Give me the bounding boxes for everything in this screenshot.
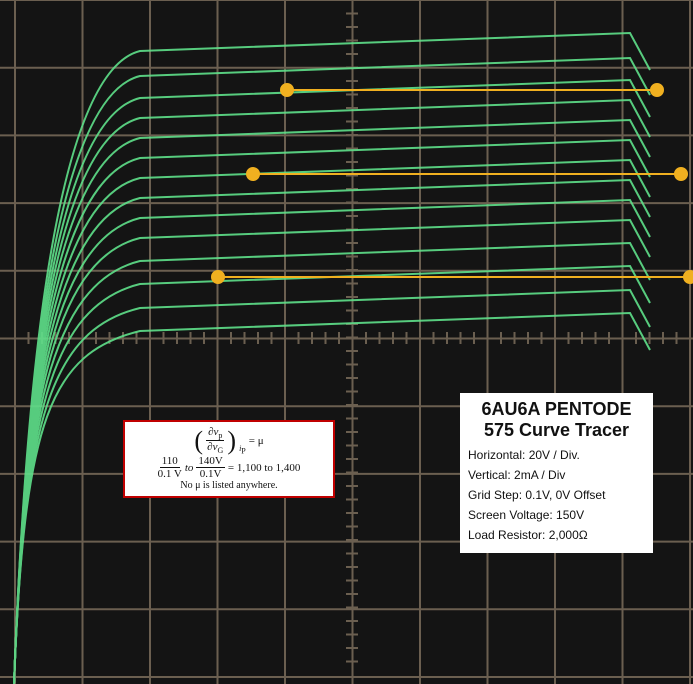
- info-lines: Horizontal: 20V / Div.Vertical: 2mA / Di…: [468, 445, 645, 545]
- paren: (: [194, 428, 203, 454]
- text: G: [218, 446, 224, 455]
- paren: ): [227, 428, 236, 454]
- text: ∂v: [208, 426, 218, 438]
- dot: [247, 168, 259, 180]
- screenshot: ( ∂vp ∂vG ) iP = μ 1100.1 V to 140V0.1V …: [0, 0, 693, 684]
- text: ∂v: [207, 441, 217, 453]
- text: P: [241, 446, 245, 455]
- text: to: [185, 462, 194, 474]
- derivative-row: ( ∂vp ∂vG ) iP = μ: [125, 426, 333, 455]
- text: = 1,100 to 1,400: [228, 462, 301, 474]
- text: 140V: [196, 455, 224, 468]
- dot: [212, 271, 224, 283]
- subtitle: 575 Curve Tracer: [468, 420, 645, 441]
- note: No μ is listed anywhere.: [125, 480, 333, 491]
- title: 6AU6A PENTODE: [468, 399, 645, 420]
- info-line: Load Resistor: 2,000Ω: [468, 525, 645, 545]
- text: p: [218, 431, 222, 440]
- text: 0.1 V: [158, 468, 182, 480]
- text: 110: [160, 455, 180, 468]
- dot: [675, 168, 687, 180]
- scope-screen: [0, 0, 693, 684]
- dot: [684, 271, 693, 283]
- info-line: Grid Step: 0.1V, 0V Offset: [468, 485, 645, 505]
- info-line: Horizontal: 20V / Div.: [468, 445, 645, 465]
- info-line: Screen Voltage: 150V: [468, 505, 645, 525]
- text: = μ: [249, 435, 264, 447]
- info-line: Vertical: 2mA / Div: [468, 465, 645, 485]
- dot: [651, 84, 663, 96]
- text: 0.1V: [200, 468, 222, 480]
- dot: [281, 84, 293, 96]
- info-box: 6AU6A PENTODE 575 Curve Tracer Horizonta…: [460, 393, 653, 553]
- fraction: ∂vp ∂vG: [206, 426, 224, 455]
